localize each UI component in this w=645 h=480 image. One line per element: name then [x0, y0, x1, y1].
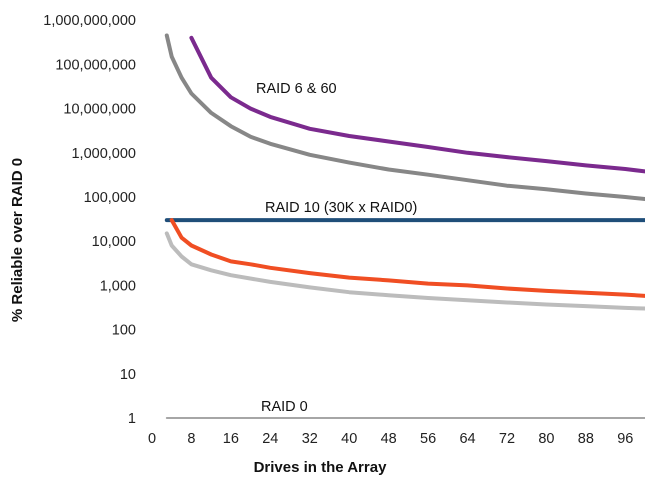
series-line-0	[189, 35, 645, 174]
y-tick-label: 10	[120, 367, 136, 383]
x-tick-label: 56	[420, 431, 436, 447]
y-tick-label: 1	[128, 411, 136, 427]
x-tick-label: 32	[302, 431, 318, 447]
y-tick-label: 10,000,000	[63, 102, 136, 118]
annotation-raid0: RAID 0	[261, 399, 308, 415]
y-tick-label: 1,000,000,000	[43, 13, 136, 29]
x-axis-ticks: 0 8 16 24 32 40 48 56 64 72 80 88 96	[148, 431, 633, 447]
y-tick-label: 100,000,000	[55, 57, 136, 73]
x-axis-title: Drives in the Array	[254, 459, 387, 476]
y-tick-label: 10,000	[92, 234, 136, 250]
x-tick-label: 88	[578, 431, 594, 447]
y-axis-ticks: 1 10 100 1,000 10,000 100,000 1,000,000 10,000,…	[43, 13, 136, 427]
y-tick-label: 1,000	[100, 278, 136, 294]
x-tick-label: 0	[148, 431, 156, 447]
y-tick-label: 100	[112, 323, 136, 339]
x-tick-label: 8	[187, 431, 195, 447]
y-tick-label: 100,000	[84, 190, 136, 206]
x-tick-label: 96	[617, 431, 633, 447]
series-lines	[164, 33, 645, 419]
x-tick-label: 40	[341, 431, 357, 447]
series-line-4	[164, 231, 645, 311]
x-tick-label: 72	[499, 431, 515, 447]
series-line-1	[164, 33, 645, 201]
y-tick-label: 1,000,000	[71, 146, 136, 162]
y-axis-title: % Reliable over RAID 0	[9, 158, 26, 322]
annotation-raid10: RAID 10 (30K x RAID0)	[265, 200, 417, 216]
series-line-3	[169, 218, 645, 298]
x-tick-label: 64	[459, 431, 475, 447]
x-tick-label: 80	[538, 431, 554, 447]
x-tick-label: 48	[381, 431, 397, 447]
annotation-raid6-60: RAID 6 & 60	[256, 81, 337, 97]
x-tick-label: 24	[262, 431, 278, 447]
x-tick-label: 16	[223, 431, 239, 447]
